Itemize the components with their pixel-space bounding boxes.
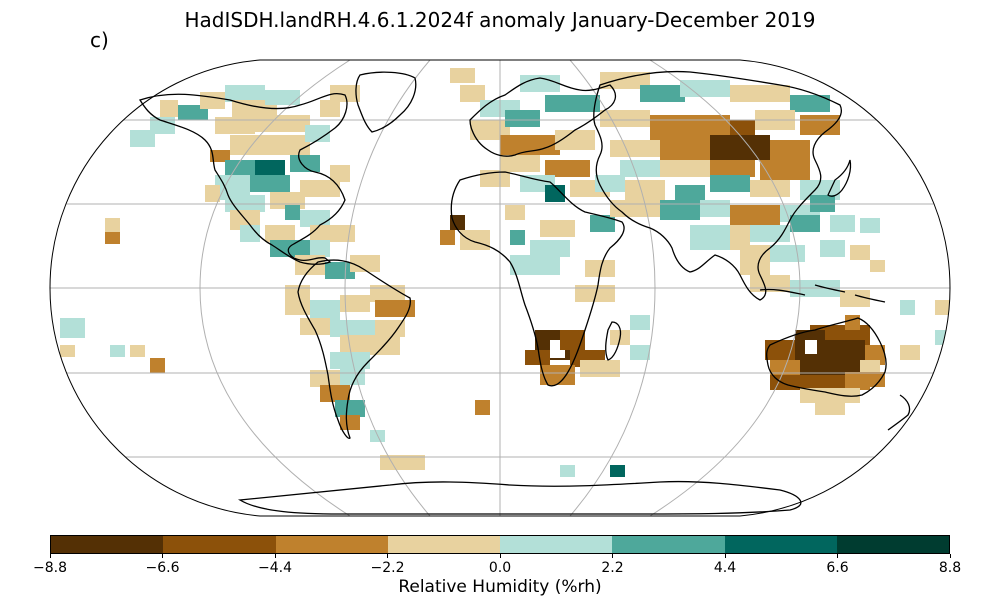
africa-coast xyxy=(450,171,625,387)
north-america-coast xyxy=(139,93,348,265)
world-map xyxy=(49,59,951,517)
colorbar-tickmark xyxy=(837,554,838,558)
colorbar-segment xyxy=(275,536,388,553)
colorbar-tickmark xyxy=(724,554,726,558)
colorbar-segment xyxy=(500,536,613,553)
japan-coast xyxy=(827,159,852,197)
colorbar-tick-label: 8.8 xyxy=(938,560,962,576)
indonesia-coast xyxy=(759,284,886,303)
map-border xyxy=(49,59,951,517)
colorbar-segment xyxy=(163,536,276,553)
new-zealand-coast xyxy=(887,394,911,431)
europe-coast xyxy=(469,77,617,157)
figure-title: HadISDH.landRH.4.6.1.2024f anomaly Janua… xyxy=(184,8,816,32)
colorbar-tickmark xyxy=(162,554,163,558)
colorbar-label: Relative Humidity (%rh) xyxy=(398,577,602,597)
colorbar-tick-label: −4.4 xyxy=(258,560,292,576)
graticule xyxy=(50,60,950,516)
greenland-coast xyxy=(355,71,417,133)
europe-africa-cells xyxy=(440,68,650,477)
colorbar-tick-label: −8.8 xyxy=(33,560,67,576)
colorbar-segment xyxy=(51,536,164,553)
asia-coast xyxy=(593,70,842,301)
panel-label: c) xyxy=(90,28,109,52)
colorbar-tickmark xyxy=(499,554,501,558)
colorbar-tickmark xyxy=(49,554,51,558)
antarctica-coast xyxy=(237,480,802,515)
colorbar-tick-label: 6.6 xyxy=(826,560,849,576)
colorbar-tick-label: 4.4 xyxy=(713,560,737,576)
north-america-cells xyxy=(105,85,360,257)
coastlines xyxy=(139,70,911,515)
colorbar-segment xyxy=(836,536,949,553)
colorbar-segment xyxy=(387,536,500,553)
colorbar-tick-label: −6.6 xyxy=(145,560,180,576)
colorbar-segment xyxy=(612,536,725,553)
australia-cells xyxy=(765,300,950,415)
colorbar-tickmark xyxy=(949,554,951,558)
madagascar-coast xyxy=(605,321,622,361)
south-america-coast xyxy=(297,259,411,439)
colorbar-segment xyxy=(724,536,837,553)
colorbar-tick-label: 0.0 xyxy=(488,560,512,576)
asia-cells xyxy=(595,72,885,307)
colorbar-tick-label: 2.2 xyxy=(601,560,624,576)
colorbar-tickmark xyxy=(612,554,613,558)
colorbar-tick-label: −2.2 xyxy=(370,560,405,576)
colorbar-tickmark xyxy=(387,554,388,558)
australia-coast xyxy=(766,317,887,397)
colorbar-tickmark xyxy=(274,554,276,558)
colorbar xyxy=(50,535,950,554)
anomaly-cells xyxy=(60,68,950,477)
south-america-cells xyxy=(60,255,425,470)
